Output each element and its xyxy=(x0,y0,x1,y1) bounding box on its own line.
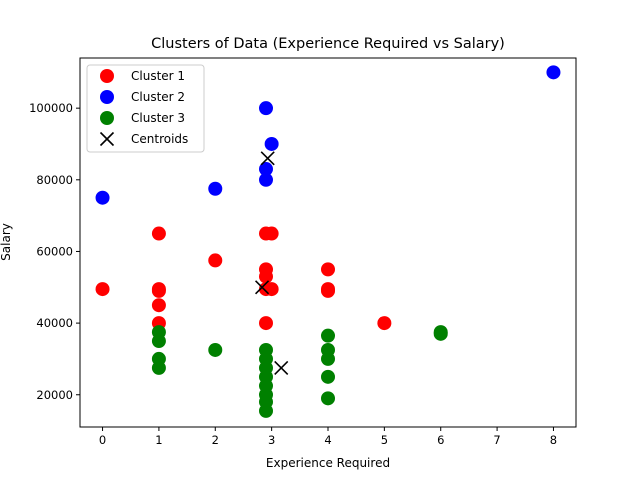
legend-label: Centroids xyxy=(131,132,188,146)
data-point-cluster-3 xyxy=(259,403,273,418)
data-point-cluster-1 xyxy=(151,283,166,298)
data-point-cluster-1 xyxy=(95,282,110,297)
legend-entry: Cluster 2 xyxy=(100,90,185,104)
legend-label: Cluster 1 xyxy=(131,69,185,83)
data-point-cluster-1 xyxy=(259,316,273,331)
legend-box xyxy=(86,64,205,153)
centroid-marker xyxy=(254,280,270,295)
data-point-cluster-3 xyxy=(151,360,166,375)
centroid-marker xyxy=(260,151,275,166)
x-tick-label: 3 xyxy=(268,433,275,447)
y-axis-label: Salary xyxy=(0,223,13,261)
y-tick-label: 40000 xyxy=(36,316,73,330)
data-point-cluster-1 xyxy=(377,316,392,331)
legend: Cluster 1 Cluster 2 Cluster 3 Centroids xyxy=(86,64,205,153)
x-tick-label: 4 xyxy=(324,433,331,447)
legend-marker-cluster-1 xyxy=(100,69,114,83)
data-point-cluster-1 xyxy=(151,226,166,241)
plot-area xyxy=(95,65,561,418)
legend-label: Cluster 3 xyxy=(131,111,185,125)
data-point-cluster-2 xyxy=(264,136,279,151)
y-tick-label: 100000 xyxy=(29,101,73,115)
chart-title: Clusters of Data (Experience Required vs… xyxy=(151,36,505,52)
legend-marker-cluster-3 xyxy=(100,111,114,125)
x-tick-label: 5 xyxy=(381,433,388,447)
data-point-cluster-1 xyxy=(264,226,279,241)
centroid-marker xyxy=(274,360,289,375)
data-point-cluster-3 xyxy=(321,351,335,366)
legend-entry: Cluster 1 xyxy=(100,69,185,83)
legend-entry: Cluster 3 xyxy=(100,111,185,125)
y-tick-label: 20000 xyxy=(36,388,73,402)
x-tick-label: 6 xyxy=(437,433,444,447)
x-axis: 0 1 2 3 4 5 6 7 8 xyxy=(99,427,557,447)
x-tick-label: 1 xyxy=(155,433,162,447)
data-point-cluster-1 xyxy=(151,298,166,313)
data-point-cluster-2 xyxy=(95,190,110,205)
data-point-cluster-1 xyxy=(321,283,335,298)
data-point-cluster-1 xyxy=(264,282,279,297)
data-point-cluster-3 xyxy=(321,391,335,406)
data-point-cluster-2 xyxy=(259,101,273,116)
data-point-cluster-2 xyxy=(208,181,223,196)
legend-entry: Centroids xyxy=(99,131,188,147)
y-tick-label: 60000 xyxy=(36,244,73,258)
data-point-cluster-3 xyxy=(151,334,166,349)
x-tick-label: 0 xyxy=(99,433,106,447)
data-point-cluster-3 xyxy=(208,342,223,357)
data-point-cluster-2 xyxy=(259,172,273,187)
data-point-cluster-3 xyxy=(433,326,448,341)
x-tick-label: 2 xyxy=(212,433,219,447)
x-axis-label: Experience Required xyxy=(266,456,390,470)
data-point-cluster-1 xyxy=(259,269,273,284)
y-axis: 20000 40000 60000 80000 100000 xyxy=(29,101,80,402)
data-point-cluster-1 xyxy=(321,262,335,277)
y-tick-label: 80000 xyxy=(36,173,73,187)
data-point-cluster-3 xyxy=(321,369,335,384)
legend-label: Cluster 2 xyxy=(131,90,185,104)
data-point-cluster-2 xyxy=(546,65,561,80)
data-point-cluster-1 xyxy=(208,253,223,268)
x-tick-label: 7 xyxy=(493,433,500,447)
data-point-cluster-2 xyxy=(259,162,273,177)
data-point-cluster-3 xyxy=(321,328,335,343)
legend-marker-cluster-2 xyxy=(100,90,114,104)
x-tick-label: 8 xyxy=(550,433,557,447)
